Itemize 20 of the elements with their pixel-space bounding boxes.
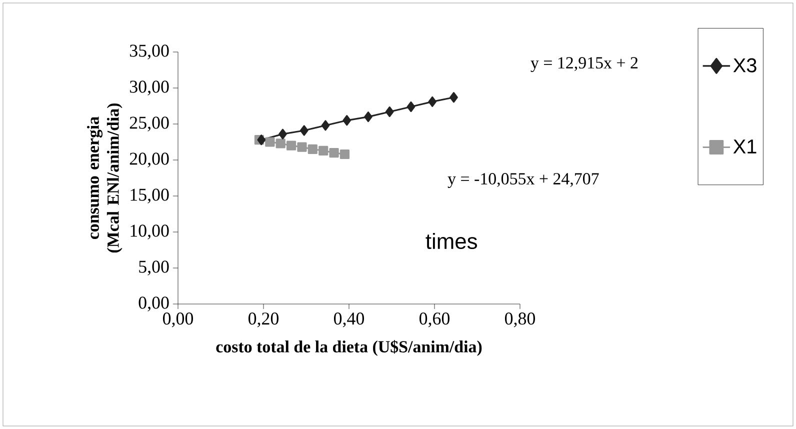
x-tick-label: 0,20 (248, 312, 279, 328)
y-tick-label: 10,00 (130, 224, 169, 240)
y-tick-label: 25,00 (130, 116, 169, 132)
annotation: y = -10,055x + 24,707 (448, 173, 599, 188)
y-axis-title: consumo energia (Mcal ENl/anim/dia) (87, 103, 122, 253)
x-tick-label: 0,00 (162, 312, 194, 328)
y-tick-label: 0,00 (138, 296, 169, 312)
y-tick-label: 20,00 (130, 152, 169, 168)
y-tick-label: 5,00 (139, 260, 169, 276)
annotation: times (426, 232, 477, 250)
y-tick-label: 35,00 (130, 44, 169, 60)
y-tick-label: 15,00 (130, 188, 169, 204)
legend-label: X3 (733, 58, 756, 72)
legend-label: X1 (733, 140, 756, 154)
x-tick-label: 0,80 (504, 312, 536, 328)
y-tick-label: 30,00 (130, 80, 169, 96)
text: y = 12,915x + 2 (530, 57, 638, 72)
x-axis-title: costo total de la dieta (U$S/anim/dia) (216, 340, 482, 356)
x-tick-label: 0,60 (419, 312, 450, 328)
x-tick-label: 0,40 (334, 312, 364, 328)
